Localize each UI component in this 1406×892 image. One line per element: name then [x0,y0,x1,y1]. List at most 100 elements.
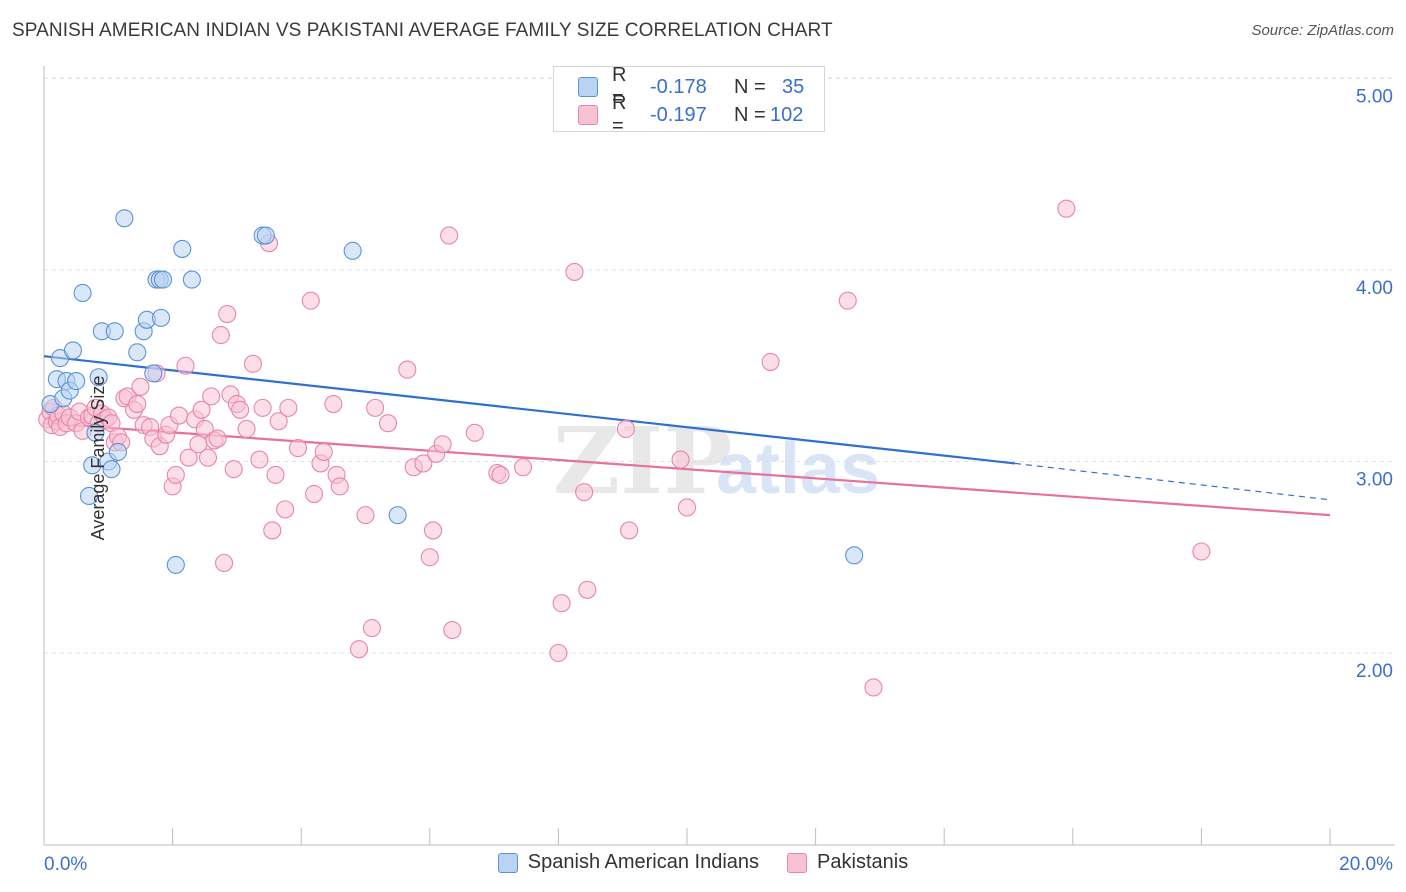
spanish-american-indian-point [144,364,163,383]
series-legend-item-spanish-american-indians: Spanish American Indians [497,851,760,874]
pakistani-point [761,352,780,371]
pakistani-point [620,521,639,540]
pakistani-point [263,521,282,540]
spanish-american-indian-point [63,341,82,360]
y-tick-label: 4.00 [1356,278,1393,299]
pakistani-point [616,419,635,438]
pakistani-point [330,477,349,496]
spanish-american-indian-point [151,308,171,327]
pakistani-point [169,406,189,425]
pakistani-point [211,326,230,345]
pakistani-point [301,291,320,310]
pakistani-point [350,640,369,659]
pakistani-point [214,553,234,573]
series-label: Pakistanis [817,851,909,873]
pakistani-point [166,465,185,484]
pakistani-point [677,498,697,517]
pakistani-point [565,262,584,281]
pakistani-point [202,387,221,406]
series-legend: Spanish American Indians Pakistanis [0,851,1406,874]
watermark-atlas: atlas [716,429,880,509]
pakistani-point [266,465,285,484]
legend-row-pakistanis: R = -0.197 N = 102 [578,92,804,137]
pakistani-point [578,580,597,599]
pakistani-point [279,398,298,417]
spanish-american-indian-point [108,442,127,461]
pakistani-point [198,448,218,467]
trendline-extension-spanish-american-indians [1014,462,1331,501]
pakistani-point [250,450,269,469]
series-swatch-blue [497,852,518,873]
y-axis-label: Average Family Size [87,375,108,541]
legend-r-label: R = [612,92,627,137]
spanish-american-indian-point [343,241,362,260]
spanish-american-indian-point [256,226,275,245]
y-tick-label: 3.00 [1356,470,1393,491]
pakistani-point [366,398,385,417]
pakistani-point [305,485,324,504]
chart-title: SPANISH AMERICAN INDIAN VS PAKISTANI AVE… [12,20,833,41]
pakistani-point [324,394,343,414]
pakistani-point [575,483,594,502]
spanish-american-indian-point [388,506,407,525]
pakistani-point [224,460,243,479]
trendline-pakistanis [43,422,1331,517]
legend-n-label: N = [734,103,766,126]
spanish-american-indian-point [86,423,105,442]
series-legend-item-pakistanis: Pakistanis [787,851,908,874]
pakistani-point [491,465,510,484]
spanish-american-indian-point [128,343,147,362]
pakistani-point [465,423,484,442]
legend-swatch-blue [578,77,598,97]
series-swatch-pink [787,852,808,873]
pakistani-point [218,304,237,324]
series-label: Spanish American Indians [527,851,760,873]
pakistani-point [1192,542,1211,561]
pakistani-point [433,435,452,454]
legend-n-value: 102 [770,103,804,126]
y-tick-label: 5.00 [1356,87,1393,108]
source-label: Source: ZipAtlas.com [1251,22,1394,39]
pakistani-point [443,620,462,640]
pakistani-point [208,429,227,448]
spanish-american-indian-point [73,283,92,303]
pakistani-point [420,548,439,567]
legend-n-label: N = [734,75,766,98]
pakistani-point [440,226,459,245]
spanish-american-indian-point [173,239,192,258]
correlation-legend: R = -0.178 N = 35 R = -0.197 N = 102 [553,64,825,137]
spanish-american-indian-point [67,372,86,391]
spanish-american-indian-point [166,555,185,574]
pakistani-point [192,400,211,419]
trendline-spanish-american-indians [43,355,1016,465]
spanish-american-indian-point [102,460,121,479]
legend-r-value: -0.197 [650,103,707,126]
y-tick-label: 2.00 [1356,661,1393,682]
legend-n-value: 35 [782,75,805,98]
spanish-american-indian-point [115,209,134,228]
pakistani-point [552,594,571,613]
spanish-american-indian-point [845,546,864,565]
pakistani-point [1057,199,1076,218]
pakistani-point [253,398,272,417]
pakistani-point [237,419,256,438]
spanish-american-indian-point [182,270,201,289]
pakistani-point [414,454,433,473]
pakistani-point [131,377,150,396]
pakistani-point [128,394,147,414]
pakistani-point [423,521,443,540]
spanish-american-indian-point [89,368,108,387]
pakistani-point [549,643,568,663]
legend-r-value: -0.178 [650,75,707,98]
pakistani-point [362,619,381,638]
pakistani-point [356,506,375,525]
pakistani-point [243,354,263,373]
pakistani-point [288,439,308,458]
pakistani-point [671,450,690,469]
x-tick-label: 20.0% [1339,854,1393,875]
pakistani-point [838,291,857,310]
spanish-american-indian-point [105,322,124,341]
spanish-american-indian-point [79,486,99,506]
spanish-american-indian-point [153,270,173,289]
